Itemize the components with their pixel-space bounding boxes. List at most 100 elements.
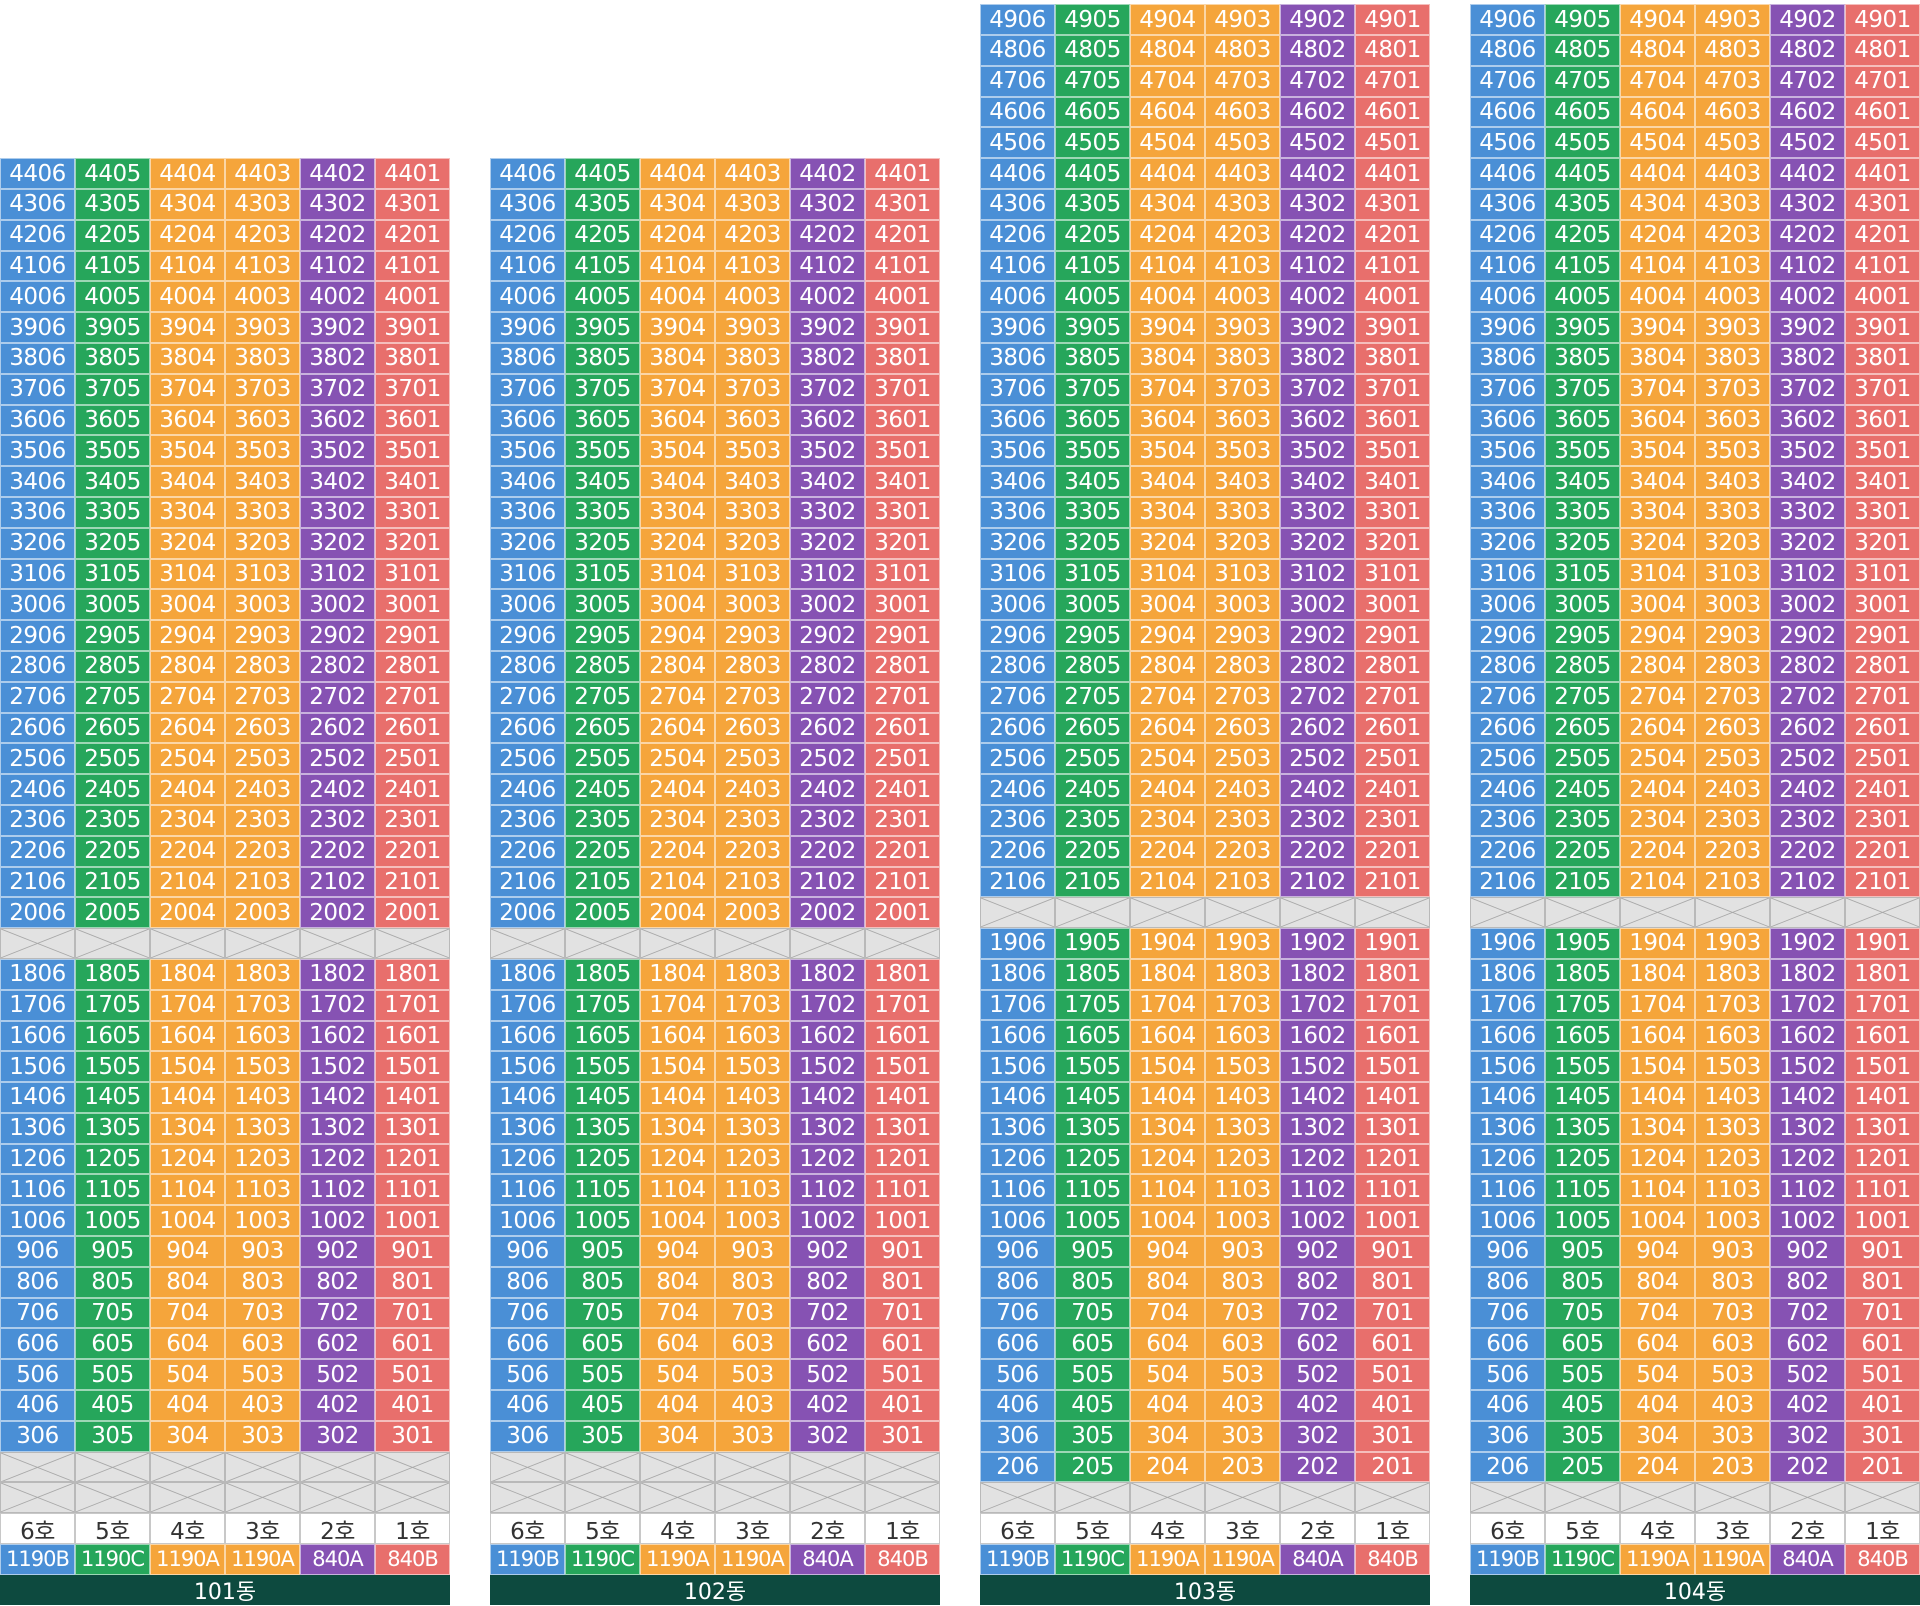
unit-cell[interactable]: 2904 [1130, 620, 1205, 651]
unit-cell[interactable]: 4201 [375, 219, 450, 251]
unit-cell[interactable]: 901 [375, 1236, 450, 1267]
unit-cell[interactable]: 1503 [715, 1051, 790, 1083]
unit-cell[interactable]: 3104 [150, 558, 225, 590]
unit-cell[interactable]: 4601 [1355, 96, 1430, 128]
unit-cell[interactable]: 3506 [0, 435, 75, 467]
unit-cell[interactable]: 3503 [225, 435, 300, 467]
unit-cell[interactable]: 3506 [1470, 435, 1545, 467]
unit-cell[interactable]: 801 [865, 1266, 940, 1298]
unit-cell[interactable]: 306 [1470, 1420, 1545, 1452]
unit-cell[interactable]: 3303 [1695, 496, 1770, 528]
unit-cell[interactable]: 905 [1545, 1236, 1620, 1267]
unit-cell[interactable]: 203 [1695, 1451, 1770, 1483]
unit-cell[interactable]: 2906 [0, 620, 75, 651]
unit-cell[interactable]: 4806 [1470, 34, 1545, 66]
unit-cell[interactable]: 3901 [375, 312, 450, 343]
unit-cell[interactable]: 201 [1845, 1451, 1920, 1483]
unit-cell[interactable]: 1406 [980, 1082, 1055, 1113]
unit-cell[interactable]: 3102 [300, 558, 375, 590]
unit-cell[interactable]: 501 [375, 1359, 450, 1391]
unit-cell[interactable]: 4204 [1130, 219, 1205, 251]
unit-cell[interactable]: 806 [1470, 1266, 1545, 1298]
unit-cell[interactable]: 4404 [1620, 158, 1695, 189]
unit-cell[interactable]: 503 [1205, 1359, 1280, 1391]
unit-cell[interactable]: 1902 [1770, 928, 1845, 959]
unit-cell[interactable]: 801 [1355, 1266, 1430, 1298]
unit-cell[interactable]: 2104 [640, 866, 715, 898]
unit-cell[interactable]: 1004 [1620, 1205, 1695, 1237]
unit-cell[interactable]: 1501 [1845, 1051, 1920, 1083]
unit-cell[interactable]: 202 [1280, 1451, 1355, 1483]
unit-cell[interactable]: 905 [1055, 1236, 1130, 1267]
unit-cell[interactable]: 406 [1470, 1390, 1545, 1421]
unit-cell[interactable]: 4405 [1055, 158, 1130, 189]
unit-cell[interactable]: 4502 [1280, 127, 1355, 159]
unit-cell[interactable]: 4005 [565, 281, 640, 313]
unit-cell[interactable]: 4801 [1355, 34, 1430, 66]
unit-cell[interactable]: 1602 [1280, 1020, 1355, 1052]
unit-cell[interactable]: 2205 [1055, 835, 1130, 867]
unit-cell[interactable]: 1103 [225, 1174, 300, 1206]
unit-cell[interactable]: 2806 [0, 650, 75, 682]
unit-cell[interactable]: 3802 [790, 342, 865, 374]
unit-cell[interactable]: 2603 [1695, 712, 1770, 744]
unit-cell[interactable]: 3901 [1355, 312, 1430, 343]
unit-cell[interactable]: 3002 [1770, 589, 1845, 621]
unit-cell[interactable]: 1204 [640, 1143, 715, 1175]
unit-cell[interactable]: 2306 [1470, 804, 1545, 836]
unit-cell[interactable]: 4605 [1545, 96, 1620, 128]
unit-cell[interactable]: 3102 [1770, 558, 1845, 590]
unit-cell[interactable]: 3002 [300, 589, 375, 621]
unit-cell[interactable]: 1104 [150, 1174, 225, 1206]
unit-cell[interactable]: 1103 [715, 1174, 790, 1206]
unit-cell[interactable]: 503 [715, 1359, 790, 1391]
unit-cell[interactable]: 4003 [1695, 281, 1770, 313]
unit-cell[interactable]: 4602 [1280, 96, 1355, 128]
unit-cell[interactable]: 1604 [640, 1020, 715, 1052]
unit-cell[interactable]: 2605 [1545, 712, 1620, 744]
unit-cell[interactable]: 1905 [1055, 928, 1130, 959]
unit-cell[interactable]: 1606 [0, 1020, 75, 1052]
unit-cell[interactable]: 1106 [980, 1174, 1055, 1206]
unit-cell[interactable]: 3303 [1205, 496, 1280, 528]
unit-cell[interactable]: 4804 [1620, 34, 1695, 66]
unit-cell[interactable]: 1105 [75, 1174, 150, 1206]
unit-cell[interactable]: 1801 [865, 958, 940, 990]
unit-cell[interactable]: 2505 [565, 743, 640, 775]
unit-cell[interactable]: 2303 [225, 804, 300, 836]
unit-cell[interactable]: 4001 [1355, 281, 1430, 313]
unit-cell[interactable]: 1501 [1355, 1051, 1430, 1083]
unit-cell[interactable]: 3706 [980, 373, 1055, 405]
unit-cell[interactable]: 1102 [1280, 1174, 1355, 1206]
unit-cell[interactable]: 3105 [1545, 558, 1620, 590]
unit-cell[interactable]: 4603 [1695, 96, 1770, 128]
unit-cell[interactable]: 806 [980, 1266, 1055, 1298]
unit-cell[interactable]: 4304 [1130, 188, 1205, 220]
unit-cell[interactable]: 4505 [1055, 127, 1130, 159]
unit-cell[interactable]: 4803 [1205, 34, 1280, 66]
unit-cell[interactable]: 3102 [1280, 558, 1355, 590]
unit-cell[interactable]: 902 [300, 1236, 375, 1267]
unit-cell[interactable]: 3905 [1055, 312, 1130, 343]
unit-cell[interactable]: 702 [790, 1297, 865, 1329]
unit-cell[interactable]: 2405 [75, 774, 150, 805]
unit-cell[interactable]: 1102 [300, 1174, 375, 1206]
unit-cell[interactable]: 2201 [1845, 835, 1920, 867]
unit-cell[interactable]: 3903 [1205, 312, 1280, 343]
unit-cell[interactable]: 2604 [640, 712, 715, 744]
unit-cell[interactable]: 904 [1620, 1236, 1695, 1267]
unit-cell[interactable]: 2806 [1470, 650, 1545, 682]
unit-cell[interactable]: 3404 [640, 466, 715, 497]
unit-cell[interactable]: 4304 [640, 188, 715, 220]
unit-cell[interactable]: 4705 [1055, 65, 1130, 97]
unit-cell[interactable]: 1405 [75, 1082, 150, 1113]
unit-cell[interactable]: 1702 [1280, 989, 1355, 1021]
unit-cell[interactable]: 2301 [1355, 804, 1430, 836]
unit-cell[interactable]: 2401 [865, 774, 940, 805]
unit-cell[interactable]: 206 [980, 1451, 1055, 1483]
unit-cell[interactable]: 1802 [300, 958, 375, 990]
unit-cell[interactable]: 4006 [0, 281, 75, 313]
unit-cell[interactable]: 3403 [1205, 466, 1280, 497]
unit-cell[interactable]: 404 [150, 1390, 225, 1421]
unit-cell[interactable]: 2505 [1055, 743, 1130, 775]
